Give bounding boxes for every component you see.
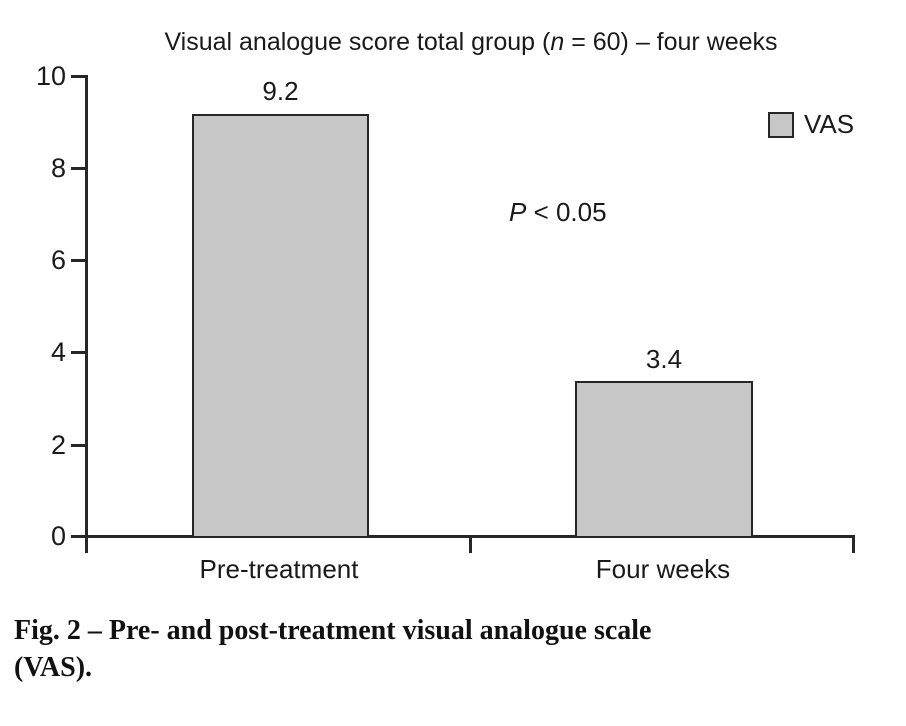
y-tick-8: [71, 167, 86, 170]
bar-four-weeks: [575, 381, 753, 538]
bar-pre-treatment: [192, 114, 369, 538]
x-category-four-weeks: Four weeks: [595, 554, 731, 584]
x-tick-middle: [469, 538, 472, 553]
y-tick-0: [71, 535, 86, 538]
y-tick-4: [71, 351, 86, 354]
x-tick-left: [85, 538, 88, 553]
x-category-pre-treatment: Pre-treatment: [199, 554, 359, 584]
y-tick-label-4: 4: [50, 337, 66, 367]
bar-value-pre-treatment: 9.2: [262, 76, 299, 106]
y-tick-label-2: 2: [50, 430, 66, 460]
bar-value-four-weeks: 3.4: [645, 344, 683, 374]
y-tick-label-8: 8: [50, 153, 66, 183]
x-axis-line: [85, 535, 855, 538]
y-axis-line: [85, 75, 88, 538]
chart-title-n-italic: n: [550, 28, 565, 56]
y-tick-label-10: 10: [35, 61, 66, 91]
p-value-annotation: P < 0.05: [509, 197, 607, 228]
p-annotation-italic-p: P: [509, 197, 527, 227]
chart-title: Visual analogue score total group (n = 6…: [87, 28, 855, 57]
y-tick-label-6: 6: [50, 245, 66, 275]
chart-title-post: = 60) – four weeks: [564, 28, 778, 56]
y-tick-10: [71, 75, 86, 78]
y-tick-2: [71, 444, 86, 447]
p-annotation-rest: < 0.05: [526, 197, 607, 227]
y-tick-label-0: 0: [50, 521, 66, 551]
figure-caption: Fig. 2 – Pre- and post-treatment visual …: [14, 612, 814, 686]
figure-caption-line-1: Fig. 2 – Pre- and post-treatment visual …: [14, 615, 652, 646]
chart-title-pre: Visual analogue score total group (: [164, 28, 551, 56]
legend-swatch-icon: [768, 111, 794, 138]
figure-caption-line-2: (VAS).: [14, 652, 93, 683]
legend: VAS: [768, 109, 854, 140]
x-tick-right: [852, 538, 855, 553]
y-tick-6: [71, 259, 86, 262]
legend-label: VAS: [804, 109, 855, 139]
